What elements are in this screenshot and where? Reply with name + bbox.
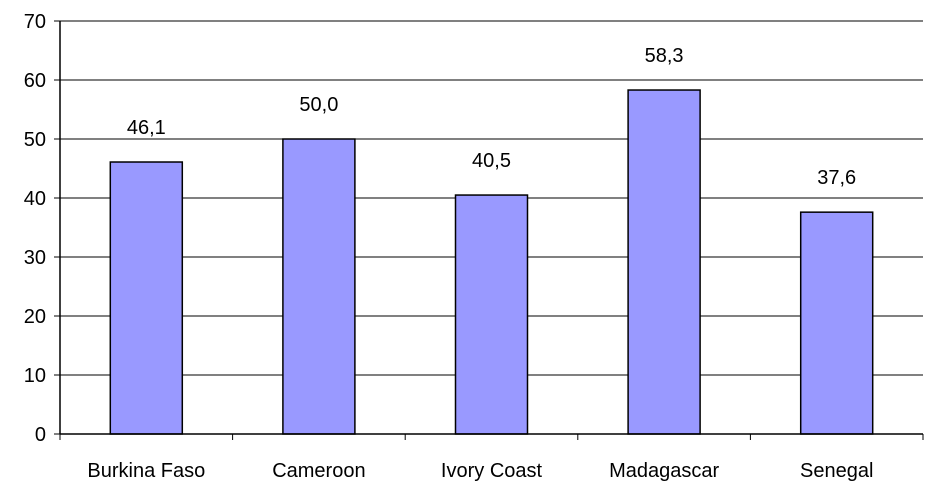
x-category-label: Burkina Faso: [87, 460, 205, 482]
x-category-label: Senegal: [800, 460, 873, 482]
data-labels: 46,1 50,0 40,5 58,3 37,6: [127, 45, 856, 189]
bars: [109, 89, 874, 435]
bar: [109, 161, 184, 435]
bar: [454, 194, 529, 435]
bar: [627, 89, 701, 435]
x-category-label: Madagascar: [609, 460, 719, 482]
y-tick-label: 60: [24, 70, 46, 92]
data-label: 50,0: [299, 94, 338, 116]
y-tick-label: 10: [24, 365, 46, 387]
bar: [799, 211, 874, 435]
y-tick-label: 70: [24, 11, 46, 33]
data-label: 40,5: [472, 150, 511, 172]
data-label: 58,3: [645, 45, 684, 67]
y-tick-label: 40: [24, 188, 46, 210]
y-tick-label: 30: [24, 247, 46, 269]
y-tick-label: 20: [24, 306, 46, 328]
y-tick-label: 50: [24, 129, 46, 151]
x-category-label: Cameroon: [272, 460, 365, 482]
axes: [59, 21, 924, 440]
y-axis-ticks: 0 10 20 30 40 50 60 70: [24, 11, 60, 446]
category-labels: Burkina Faso Cameroon Ivory Coast Madagasca…: [87, 460, 873, 482]
data-label: 46,1: [127, 117, 166, 139]
bar: [282, 138, 356, 435]
x-category-label: Ivory Coast: [441, 460, 543, 482]
data-label: 37,6: [817, 167, 856, 189]
y-tick-label: 0: [35, 424, 46, 446]
